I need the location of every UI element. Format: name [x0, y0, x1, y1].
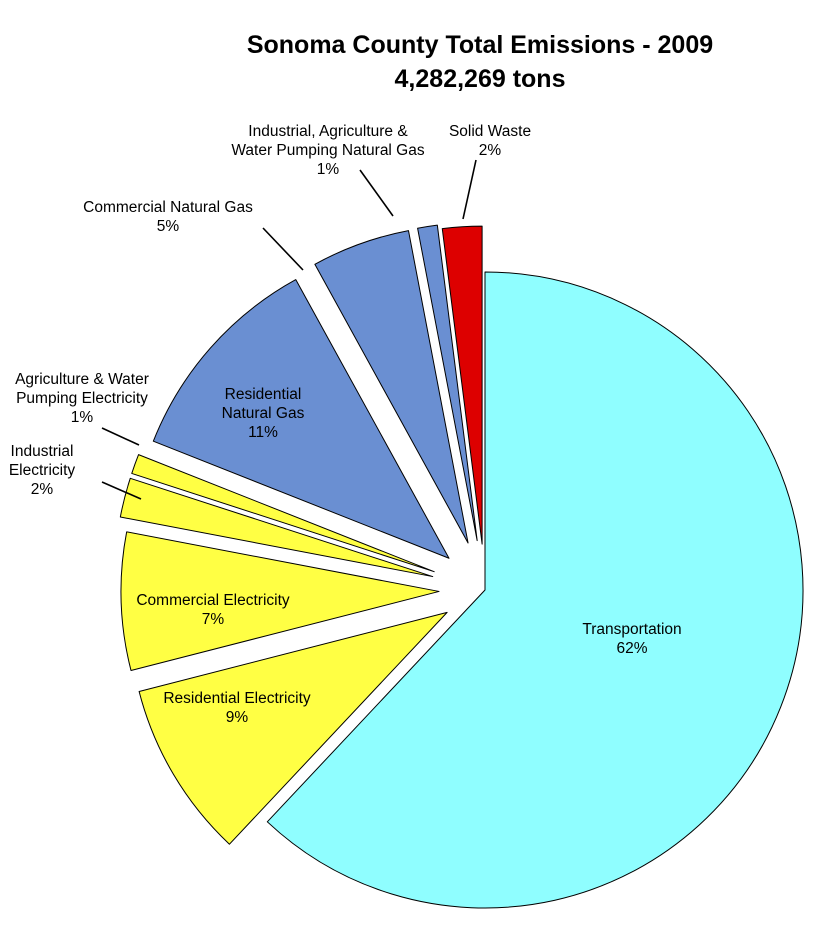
- slice-label: Residential Natural Gas 11%: [222, 386, 305, 441]
- leader-line: [262, 227, 304, 271]
- pie-slice: [266, 271, 804, 909]
- slice-label: Industrial, Agriculture & Water Pumping N…: [231, 123, 425, 178]
- pie-slice: [314, 230, 469, 544]
- pie-slice: [119, 477, 434, 578]
- pie-slice: [441, 225, 483, 545]
- slice-label: Residential Electricity 9%: [163, 690, 311, 726]
- leader-line: [462, 159, 477, 220]
- chart-title: Sonoma County Total Emissions - 2009: [246, 31, 714, 59]
- slice-label: Commercial Electricity 7%: [136, 592, 290, 628]
- slice-label: Commercial Natural Gas 5%: [83, 199, 253, 235]
- slice-label: Solid Waste 2%: [449, 123, 531, 159]
- slice-label: Agriculture & Water Pumping Electricity 1%: [15, 371, 149, 426]
- slice-label: Industrial Electricity 2%: [9, 443, 76, 498]
- pie-slice: [152, 279, 450, 559]
- pie-slice: [120, 531, 440, 672]
- pie-slice: [417, 224, 478, 542]
- pie-slice: [131, 454, 435, 573]
- leader-line: [101, 481, 142, 500]
- chart-subtitle: 4,282,269 tons: [394, 65, 566, 93]
- slice-label: Transportation 62%: [582, 621, 681, 657]
- pie-slice: [138, 611, 448, 845]
- leader-line: [101, 427, 140, 446]
- leader-line: [359, 169, 394, 217]
